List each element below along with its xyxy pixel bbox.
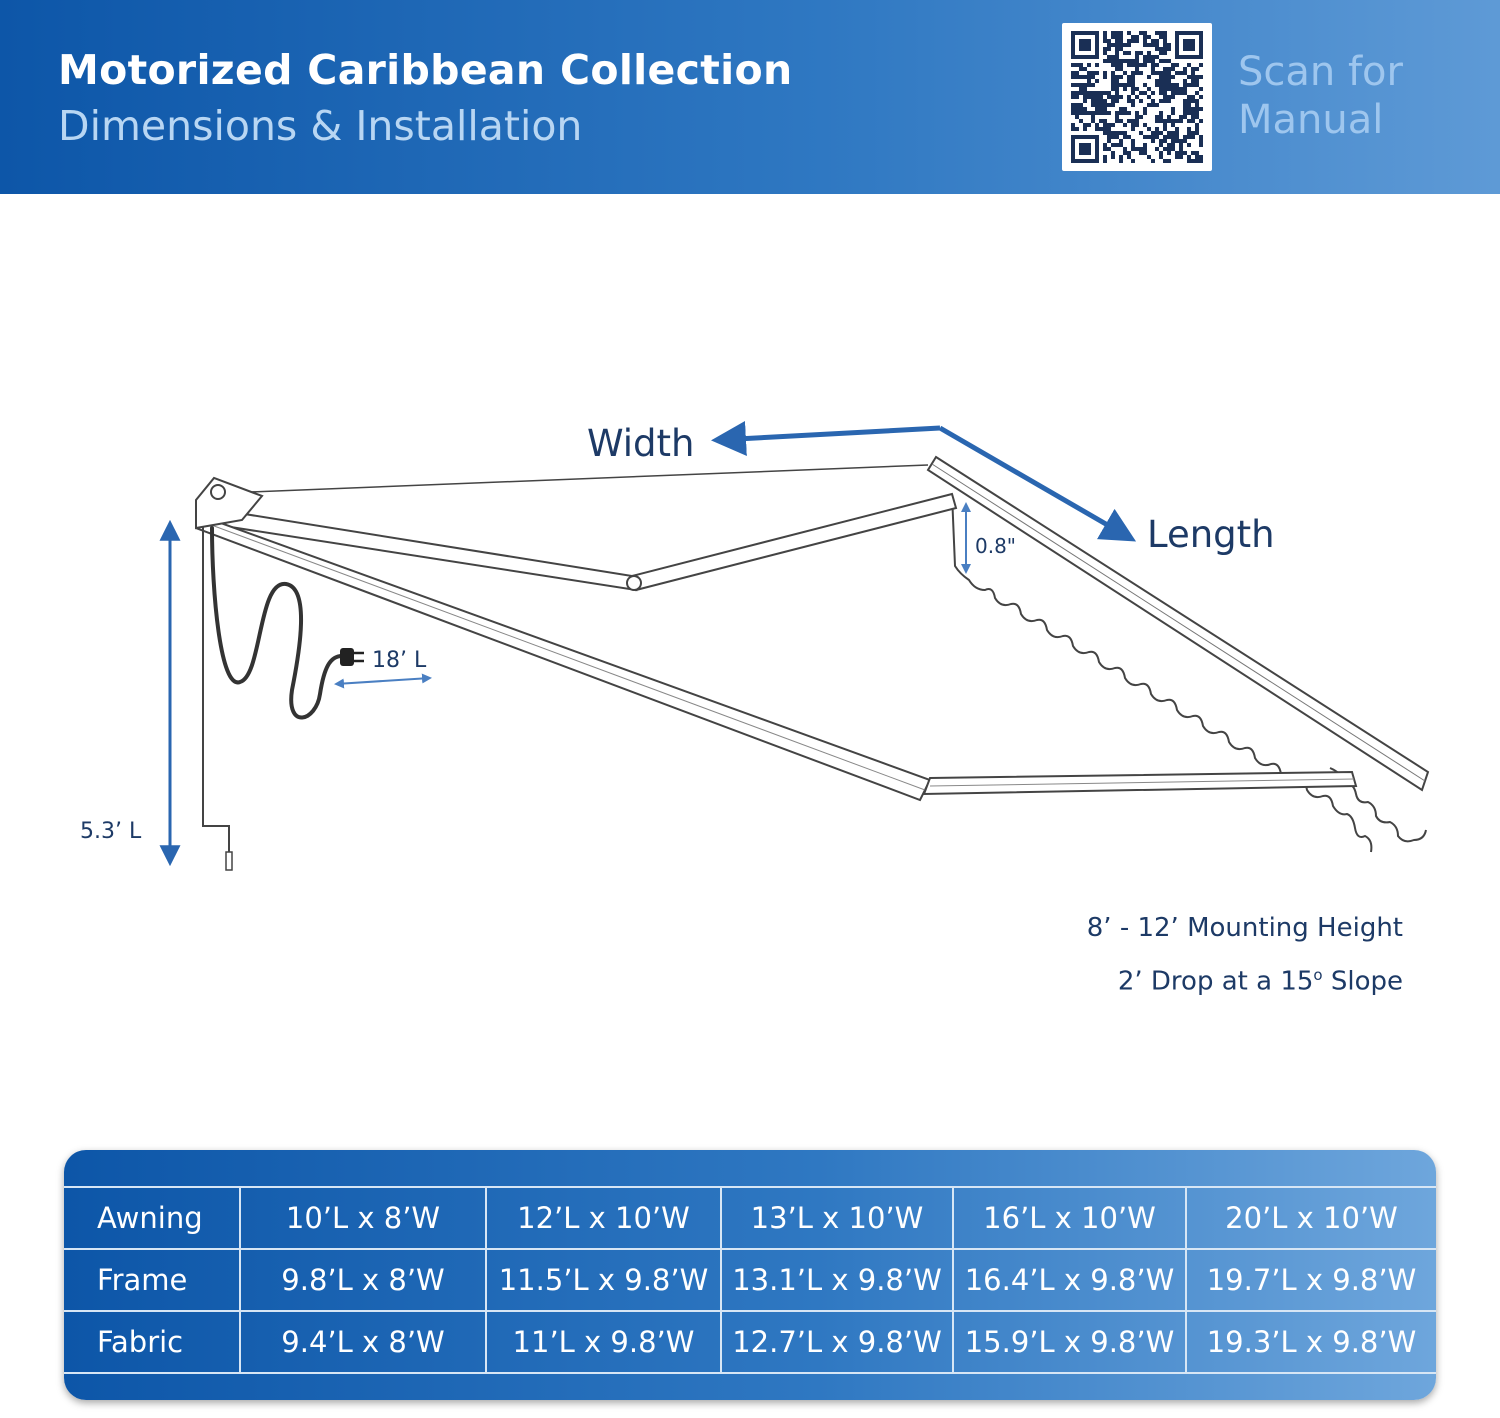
page-subtitle: Dimensions & Installation — [58, 102, 583, 150]
table-cell: 19.3’L x 9.8’W — [1185, 1310, 1436, 1374]
plug-icon — [340, 648, 364, 666]
table-cell: 12’L x 10’W — [485, 1186, 722, 1250]
table-cell: 15.9’L x 9.8’W — [952, 1310, 1187, 1374]
power-cord — [210, 526, 344, 720]
table-cell: 19.7’L x 9.8’W — [1185, 1248, 1436, 1312]
length-label: Length — [1147, 513, 1275, 556]
width-arrow — [711, 421, 941, 456]
table-cell: 16’L x 10’W — [952, 1186, 1187, 1250]
fabric-top-edge — [249, 464, 929, 493]
row-label: Frame — [64, 1248, 241, 1312]
table-cell: 13.1’L x 9.8’W — [720, 1248, 954, 1312]
mounting-height-note: 8’ - 12’ Mounting Height — [1086, 913, 1403, 943]
table-cell: 10’L x 8’W — [239, 1186, 487, 1250]
cord-length-arrow — [334, 673, 432, 689]
roller-cassette — [195, 476, 264, 530]
table-cell: 12.7’L x 9.8’W — [720, 1310, 954, 1374]
crank-length-label: 5.3’ L — [80, 819, 142, 844]
table-row: Awning 10’L x 8’W 12’L x 10’W 13’L x 10’W 16… — [64, 1186, 1436, 1250]
bottom-bar — [922, 770, 1358, 796]
table-row: Frame 9.8’L x 8’W 11.5’L x 9.8’W 13.1’L x 9… — [64, 1248, 1436, 1312]
crank-handle — [225, 851, 233, 871]
qr-scan-label-line2: Manual — [1238, 97, 1384, 143]
front-bar — [926, 455, 1430, 792]
size-table-panel: Awning 10’L x 8’W 12’L x 10’W 13’L x 10’W 16… — [64, 1150, 1436, 1400]
crank-rod — [202, 526, 230, 856]
lower-arm — [195, 512, 932, 802]
table-cell: 9.4’L x 8’W — [239, 1310, 487, 1374]
drop-slope-note: 2’ Drop at a 15o Slope — [1117, 966, 1403, 997]
qr-scan-label-line1: Scan for — [1238, 49, 1403, 95]
table-cell: 16.4’L x 9.8’W — [952, 1248, 1187, 1312]
cord-length-label: 18’ L — [372, 648, 427, 673]
upper-arm — [222, 492, 958, 592]
qr-code-icon[interactable] — [1062, 23, 1212, 171]
valance-scallop — [951, 493, 1373, 853]
table-cell: 20’L x 10’W — [1185, 1186, 1436, 1250]
valance-height-label: 0.8" — [975, 534, 1016, 558]
width-label: Width — [587, 422, 695, 465]
header-banner: Motorized Caribbean Collection Dimension… — [0, 0, 1500, 194]
table-cell: 9.8’L x 8’W — [239, 1248, 487, 1312]
table-cell: 11.5’L x 9.8’W — [485, 1248, 722, 1312]
size-table: Awning 10’L x 8’W 12’L x 10’W 13’L x 10’W 16… — [64, 1186, 1436, 1374]
table-row: Fabric 9.4’L x 8’W 11’L x 9.8’W 12.7’L x 9.… — [64, 1310, 1436, 1374]
table-cell: 13’L x 10’W — [720, 1186, 954, 1250]
page-title: Motorized Caribbean Collection — [58, 46, 793, 94]
table-cell: 11’L x 9.8’W — [485, 1310, 722, 1374]
qr-scan-label: Scan for Manual — [1238, 48, 1403, 144]
awning-diagram: Width Length 0.8" 18’ L 5.3’ L — [80, 421, 1430, 871]
row-label: Awning — [64, 1186, 241, 1250]
installation-notes: 8’ - 12’ Mounting Height 2’ Drop at a 15… — [1087, 905, 1403, 1006]
row-label: Fabric — [64, 1310, 241, 1374]
length-arrow — [938, 425, 1137, 542]
